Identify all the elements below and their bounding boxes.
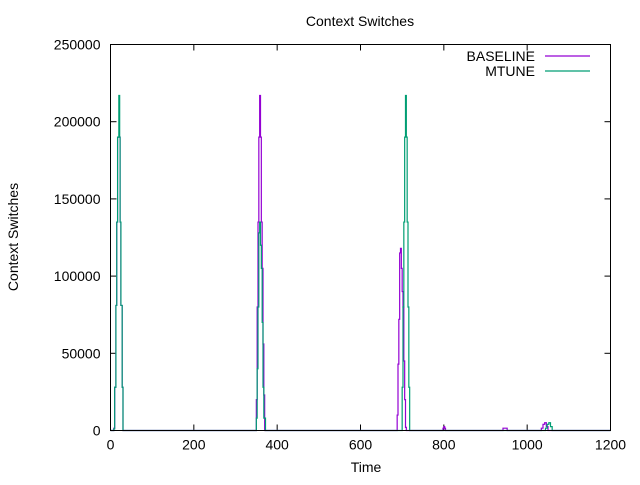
y-tick-label: 250000 — [54, 37, 101, 53]
y-tick-label: 100000 — [54, 268, 101, 284]
x-tick-label: 600 — [349, 437, 373, 453]
x-tick-label: 1000 — [512, 437, 543, 453]
y-tick-label: 0 — [93, 423, 101, 439]
x-tick-label: 200 — [182, 437, 206, 453]
y-tick-label: 50000 — [62, 345, 101, 361]
x-tick-label: 0 — [107, 437, 115, 453]
plot-border — [110, 44, 611, 431]
x-tick-label: 800 — [432, 437, 456, 453]
series-line-mtune — [110, 94, 611, 432]
x-axis-label: Time — [351, 459, 382, 475]
y-axis-label: Context Switches — [5, 183, 21, 291]
legend-label: MTUNE — [485, 63, 535, 79]
x-tick-label: 1200 — [595, 437, 626, 453]
y-tick-label: 150000 — [54, 191, 101, 207]
legend-label: BASELINE — [467, 48, 535, 64]
y-tick-label: 200000 — [54, 114, 101, 130]
x-tick-label: 400 — [265, 437, 289, 453]
chart-title: Context Switches — [306, 13, 414, 29]
series-line-baseline — [110, 94, 611, 432]
